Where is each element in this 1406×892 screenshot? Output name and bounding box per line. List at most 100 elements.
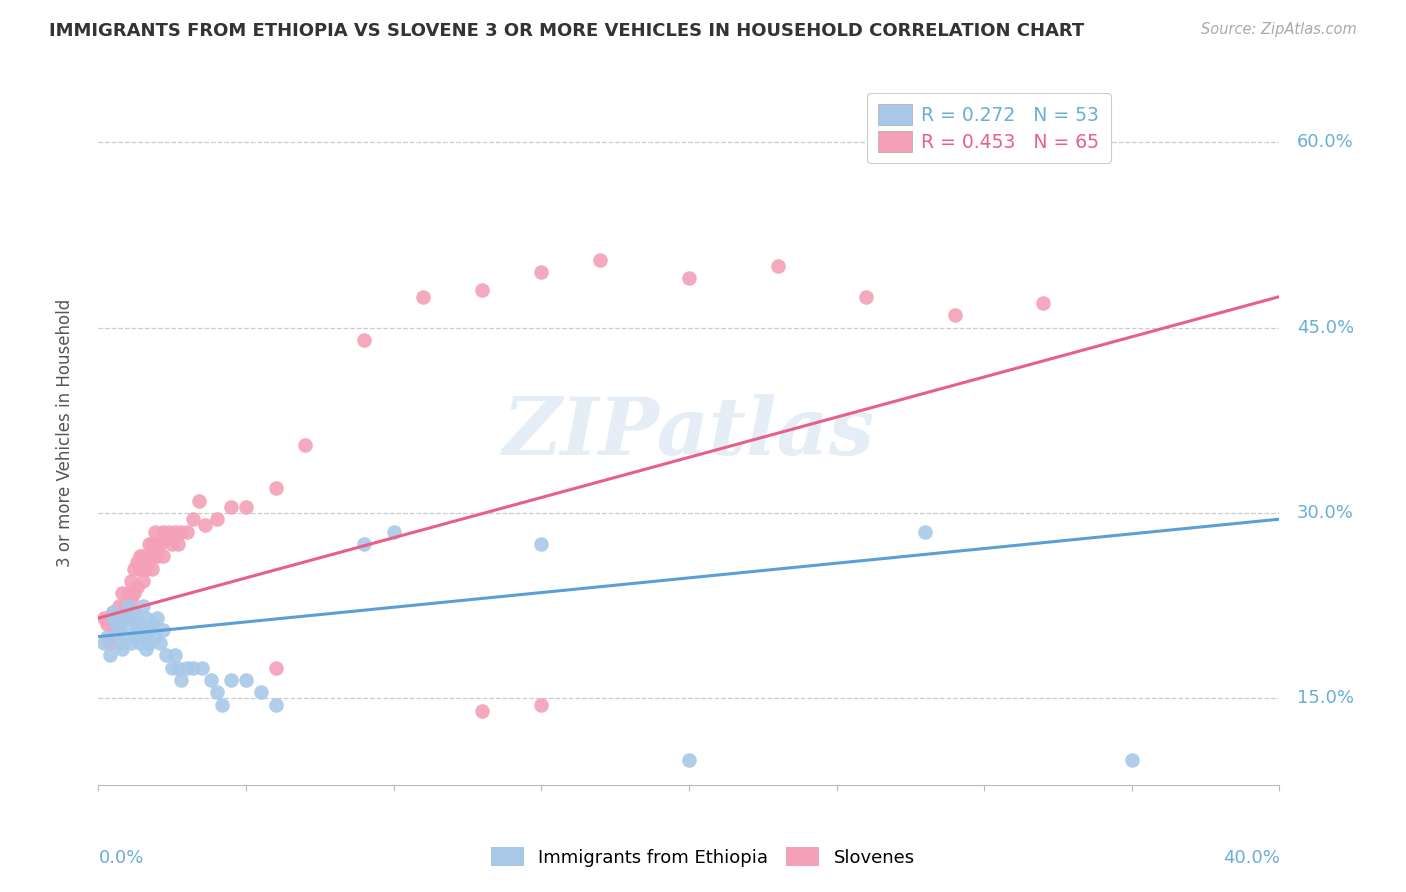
Point [471, 704, 494, 718]
Point [125, 611, 148, 625]
Point [117, 586, 139, 600]
Point [250, 685, 273, 699]
Point [157, 524, 180, 539]
Point [167, 660, 190, 674]
Point [108, 611, 131, 625]
Point [132, 599, 155, 613]
Point [211, 698, 233, 712]
Point [111, 611, 134, 625]
Point [143, 549, 166, 564]
Point [114, 599, 136, 613]
Point [143, 630, 166, 644]
Point [165, 524, 187, 539]
Point [135, 556, 157, 570]
Point [1032, 295, 1054, 310]
Point [200, 673, 222, 687]
Point [120, 592, 142, 607]
Text: IMMIGRANTS FROM ETHIOPIA VS SLOVENE 3 OR MORE VEHICLES IN HOUSEHOLD CORRELATION : IMMIGRANTS FROM ETHIOPIA VS SLOVENE 3 OR… [49, 22, 1084, 40]
Point [111, 586, 134, 600]
Point [125, 624, 148, 638]
Text: 0.0%: 0.0% [98, 849, 143, 867]
Point [530, 537, 553, 551]
Legend: R = 0.272   N = 53, R = 0.453   N = 65: R = 0.272 N = 53, R = 0.453 N = 65 [868, 93, 1111, 163]
Point [132, 630, 155, 644]
Point [141, 617, 163, 632]
Point [128, 617, 150, 632]
Point [125, 580, 148, 594]
Point [766, 259, 789, 273]
Point [146, 549, 169, 564]
Point [105, 617, 128, 632]
Point [1121, 753, 1143, 767]
Point [111, 642, 134, 657]
Point [264, 698, 287, 712]
Point [122, 605, 145, 619]
Point [128, 549, 150, 564]
Point [135, 561, 157, 575]
Point [105, 617, 128, 632]
Point [114, 630, 136, 644]
Text: 60.0%: 60.0% [1298, 133, 1354, 151]
Point [382, 524, 405, 539]
Point [128, 561, 150, 575]
Point [152, 524, 174, 539]
Point [143, 524, 166, 539]
Point [138, 549, 160, 564]
Point [176, 660, 198, 674]
Point [167, 537, 190, 551]
Point [141, 561, 163, 575]
Point [141, 537, 163, 551]
Point [530, 265, 553, 279]
Point [471, 284, 494, 298]
Point [155, 648, 177, 662]
Point [98, 648, 121, 662]
Point [120, 611, 142, 625]
Text: 15.0%: 15.0% [1298, 690, 1354, 707]
Point [111, 605, 134, 619]
Point [146, 611, 169, 625]
Point [138, 624, 160, 638]
Point [187, 493, 209, 508]
Point [170, 524, 193, 539]
Point [152, 624, 174, 638]
Text: 30.0%: 30.0% [1298, 504, 1354, 522]
Point [128, 636, 150, 650]
Point [170, 673, 193, 687]
Point [135, 611, 157, 625]
Point [152, 549, 174, 564]
Point [103, 605, 125, 619]
Point [943, 308, 966, 322]
Text: Source: ZipAtlas.com: Source: ZipAtlas.com [1201, 22, 1357, 37]
Point [855, 290, 877, 304]
Point [117, 599, 139, 613]
Point [914, 524, 936, 539]
Point [96, 630, 118, 644]
Point [122, 561, 145, 575]
Point [138, 537, 160, 551]
Point [149, 537, 172, 551]
Point [103, 611, 125, 625]
Point [181, 660, 204, 674]
Point [103, 624, 125, 638]
Point [103, 605, 125, 619]
Point [114, 611, 136, 625]
Legend: Immigrants from Ethiopia, Slovenes: Immigrants from Ethiopia, Slovenes [484, 840, 922, 874]
Point [589, 252, 612, 267]
Point [294, 438, 316, 452]
Point [191, 660, 214, 674]
Point [678, 271, 700, 285]
Point [122, 630, 145, 644]
Point [412, 290, 434, 304]
Point [96, 617, 118, 632]
Point [93, 636, 115, 650]
Point [221, 500, 243, 514]
Point [155, 531, 177, 545]
Point [176, 524, 198, 539]
Point [149, 636, 172, 650]
Point [162, 660, 183, 674]
Point [125, 556, 148, 570]
Text: 45.0%: 45.0% [1298, 318, 1354, 336]
Point [235, 673, 257, 687]
Point [108, 599, 131, 613]
Point [108, 636, 131, 650]
